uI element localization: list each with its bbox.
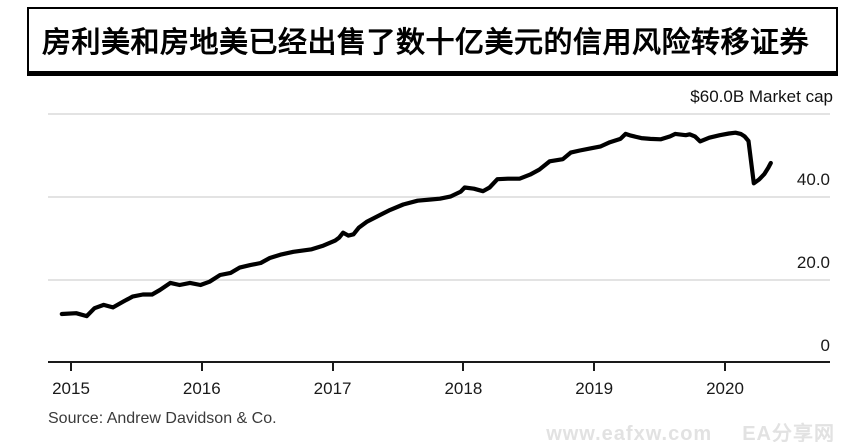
chart-title-box: 房利美和房地美已经出售了数十亿美元的信用风险转移证券	[27, 7, 838, 76]
x-axis-tick-label: 2018	[444, 379, 483, 398]
x-axis-tick	[593, 363, 596, 371]
gridline-60	[48, 113, 830, 115]
source-note: Source: Andrew Davidson & Co.	[48, 410, 277, 427]
y-axis-tick-label: 40.0	[796, 170, 830, 189]
y-axis-tick-label: 20.0	[796, 253, 830, 272]
x-axis-tick-label: 2015	[52, 379, 90, 398]
y-axis-tick-label: 0	[820, 336, 830, 355]
x-axis-tick	[200, 363, 203, 371]
watermark: www.eafxw.com EA分享网	[546, 417, 835, 442]
x-axis-tick	[462, 363, 465, 371]
x-axis-tick-label: 2020	[706, 379, 744, 398]
x-axis-tick-label: 2019	[575, 379, 614, 398]
x-axis-tick	[724, 363, 726, 371]
x-axis-tick-label: 2017	[313, 379, 352, 398]
x-axis-tick	[70, 363, 72, 371]
x-axis-tick-label: 2016	[182, 379, 221, 398]
y-axis-top-label: $60.0B Market cap	[690, 87, 833, 106]
gridline-20	[48, 279, 830, 281]
x-axis-tick	[331, 363, 334, 371]
watermark-url: www.eafxw.com	[546, 423, 713, 442]
watermark-brand: EA分享网	[742, 423, 835, 442]
market-cap-series-line	[59, 130, 773, 319]
gridline-40	[48, 196, 830, 198]
chart-title: 房利美和房地美已经出售了数十亿美元的信用风险转移证券	[42, 27, 810, 59]
x-axis-line	[48, 361, 830, 363]
